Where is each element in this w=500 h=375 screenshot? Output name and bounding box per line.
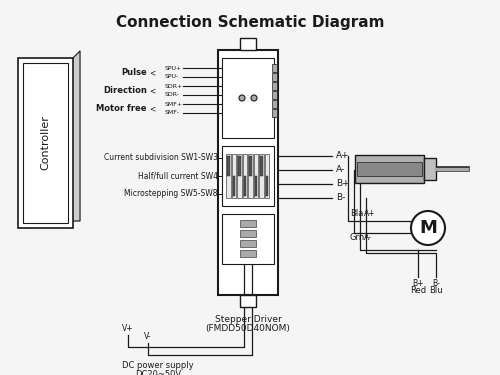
Text: Stepper Driver: Stepper Driver — [214, 315, 282, 324]
Circle shape — [239, 95, 245, 101]
Text: A-: A- — [336, 165, 345, 174]
Circle shape — [411, 211, 445, 245]
Text: SPU-: SPU- — [165, 75, 179, 80]
Text: SMF+: SMF+ — [165, 102, 183, 106]
Bar — [357, 162, 422, 176]
Text: A+: A+ — [364, 210, 376, 219]
Bar — [264, 154, 269, 198]
Text: Connection Schematic Diagram: Connection Schematic Diagram — [116, 15, 384, 30]
Bar — [226, 154, 230, 198]
Text: B-: B- — [336, 194, 345, 202]
Bar — [272, 82, 277, 90]
Circle shape — [251, 95, 257, 101]
Bar — [266, 176, 268, 196]
Text: SPU+: SPU+ — [165, 66, 182, 70]
Bar — [272, 100, 277, 108]
Text: <: < — [149, 86, 155, 95]
Bar — [260, 156, 262, 176]
Text: Microstepping SW5-SW8: Microstepping SW5-SW8 — [124, 189, 218, 198]
Bar — [254, 154, 258, 198]
Text: Red: Red — [410, 286, 426, 295]
Text: <: < — [149, 68, 155, 77]
Text: SMF-: SMF- — [165, 111, 180, 116]
Text: Pulse: Pulse — [121, 68, 147, 77]
Text: Blu: Blu — [429, 286, 443, 295]
Text: B+: B+ — [336, 180, 349, 189]
Bar — [222, 146, 274, 206]
Text: A+: A+ — [336, 152, 349, 160]
Text: Current subdivision SW1-SW3: Current subdivision SW1-SW3 — [104, 153, 218, 162]
Bar — [244, 176, 246, 196]
Bar — [272, 91, 277, 99]
Text: V-: V- — [144, 332, 152, 341]
Text: DC20~50V: DC20~50V — [135, 370, 181, 375]
Text: B+: B+ — [412, 279, 424, 288]
Bar — [272, 64, 277, 72]
Bar — [240, 220, 256, 227]
Text: A-: A- — [364, 232, 372, 242]
Bar — [272, 73, 277, 81]
Bar — [232, 154, 236, 198]
Bar — [242, 154, 247, 198]
Bar — [249, 156, 252, 176]
Bar — [222, 58, 274, 138]
Text: Bla: Bla — [350, 210, 364, 219]
Bar — [248, 154, 252, 198]
Bar — [254, 176, 257, 196]
Bar — [355, 155, 424, 183]
Text: B-: B- — [432, 279, 440, 288]
Text: Direction: Direction — [103, 86, 147, 95]
Text: SDR+: SDR+ — [165, 84, 183, 88]
Bar — [240, 230, 256, 237]
Text: Grn: Grn — [350, 232, 365, 242]
Bar — [232, 176, 235, 196]
Bar — [23, 63, 68, 223]
Text: Controller: Controller — [40, 116, 50, 170]
Bar — [424, 158, 436, 180]
Bar — [272, 109, 277, 117]
Bar — [259, 154, 264, 198]
Bar — [18, 58, 73, 228]
Text: <: < — [149, 104, 155, 113]
Text: M: M — [419, 219, 437, 237]
Text: (FMDD50D40NOM): (FMDD50D40NOM) — [206, 324, 290, 333]
Bar — [240, 38, 256, 50]
Bar — [240, 240, 256, 247]
Text: Motor free: Motor free — [96, 104, 147, 113]
Text: SDR-: SDR- — [165, 93, 180, 98]
Bar — [227, 156, 230, 176]
Bar — [237, 154, 242, 198]
Bar — [238, 156, 240, 176]
Text: Half/full current SW4: Half/full current SW4 — [138, 171, 218, 180]
Text: V+: V+ — [122, 324, 134, 333]
Bar — [222, 214, 274, 264]
Polygon shape — [25, 51, 80, 228]
Bar — [218, 50, 278, 295]
Text: DC power supply: DC power supply — [122, 361, 194, 370]
Bar — [240, 295, 256, 307]
Bar — [240, 250, 256, 257]
